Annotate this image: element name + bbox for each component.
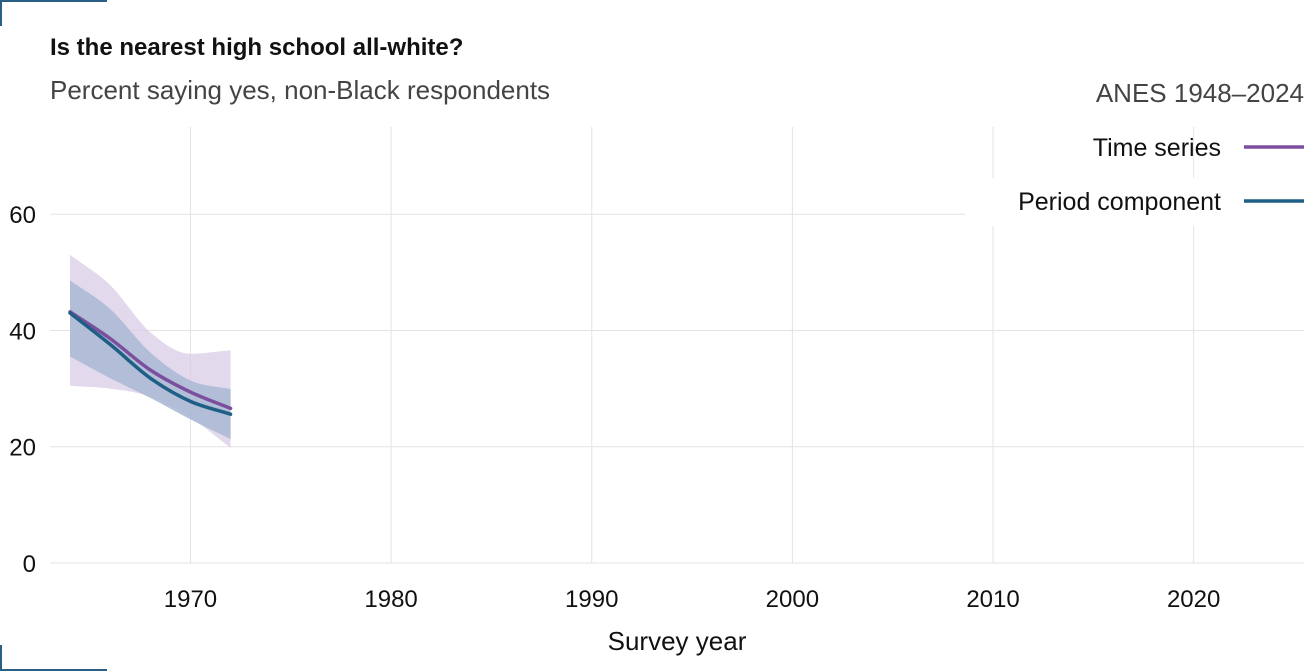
x-tick-label-2010: 2010 <box>966 586 1019 613</box>
chart-title: Is the nearest high school all-white? <box>50 34 464 61</box>
y-tick-label-40: 40 <box>9 318 36 345</box>
chart-source: ANES 1948–2024 <box>1095 78 1304 108</box>
y-tick-label-0: 0 <box>23 551 36 578</box>
corner-mark-top <box>0 0 107 26</box>
series-line-time-series <box>68 310 233 411</box>
confidence-bands <box>70 254 231 448</box>
legend-label-time-series: Time series <box>1093 134 1221 162</box>
x-tick-label-1980: 1980 <box>364 586 417 613</box>
series-line-period-component <box>68 311 233 416</box>
x-tick-label-1990: 1990 <box>565 586 618 613</box>
legend-label-period-component: Period component <box>1018 188 1221 216</box>
x-tick-label-1970: 1970 <box>164 586 217 613</box>
x-tick-label-2020: 2020 <box>1167 586 1220 613</box>
x-axis-title: Survey year <box>608 626 747 656</box>
series-lines <box>68 310 233 416</box>
y-tick-label-20: 20 <box>9 435 36 462</box>
legend: Time series Period component <box>965 134 1304 226</box>
corner-mark-bottom <box>0 645 107 671</box>
y-tick-label-60: 60 <box>9 202 36 229</box>
grid <box>50 127 1304 564</box>
chart-subtitle: Percent saying yes, non-Black respondent… <box>50 75 551 105</box>
x-tick-label-2000: 2000 <box>766 586 819 613</box>
axis-ticks: 0 20 40 60 1970 1980 1990 2000 2010 2020 <box>9 202 1220 613</box>
